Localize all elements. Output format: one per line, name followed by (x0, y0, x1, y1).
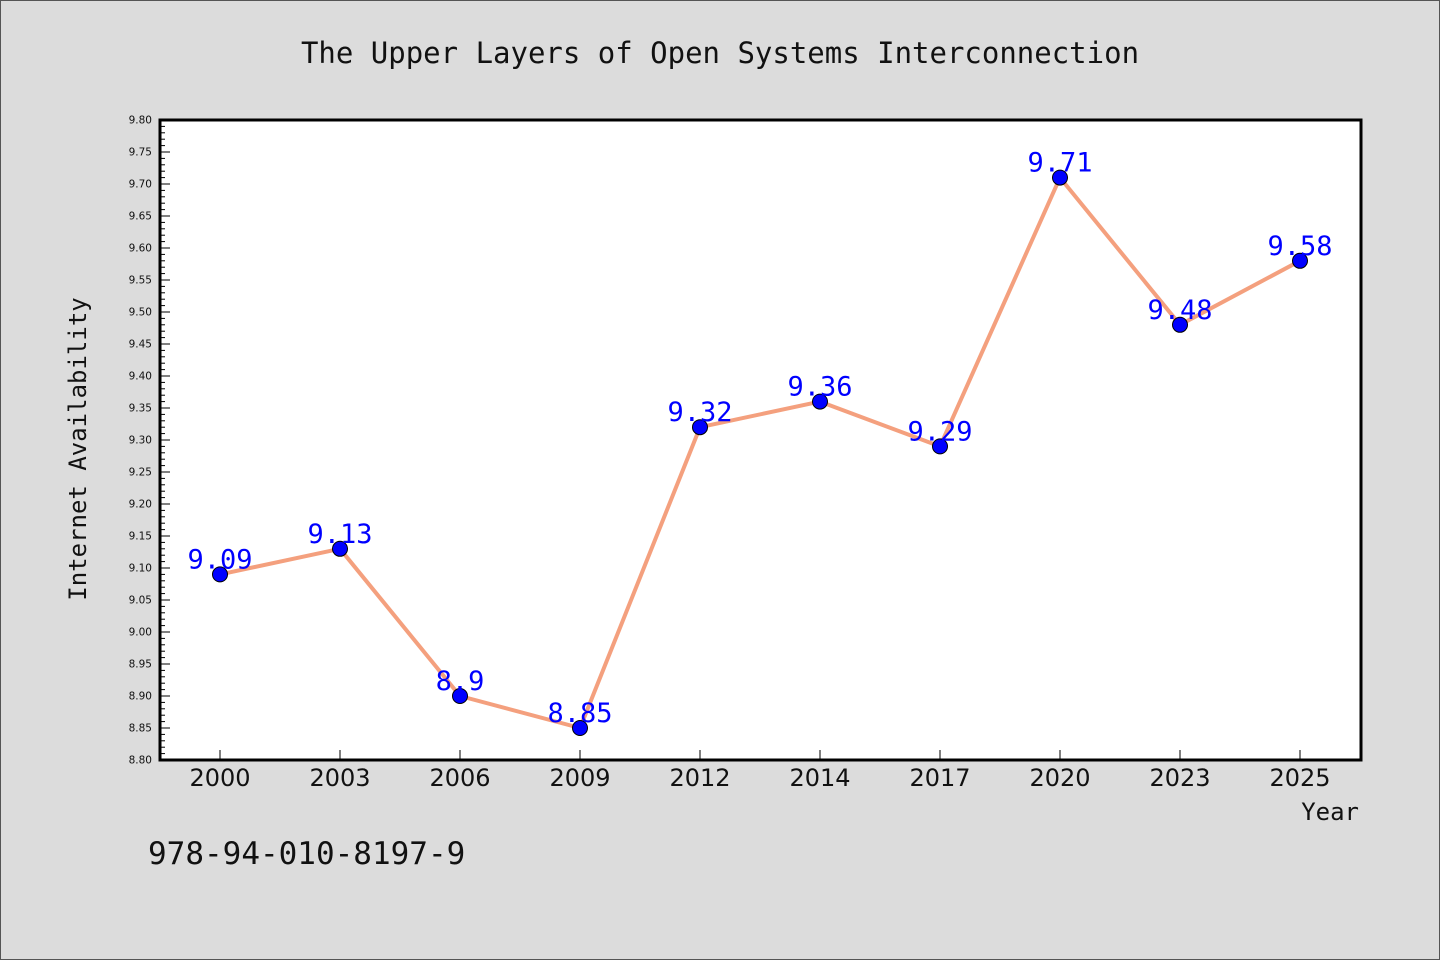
x-tick-label: 2003 (309, 764, 370, 792)
data-label: 9.29 (907, 416, 972, 447)
y-tick-label: 8.95 (129, 659, 152, 671)
data-label: 9.09 (187, 544, 252, 575)
data-point (932, 438, 948, 455)
y-tick-label: 9.50 (129, 307, 152, 319)
x-tick-label: 2014 (789, 764, 850, 792)
y-tick-label: 9.45 (129, 339, 152, 351)
data-label: 8.9 (436, 666, 485, 697)
data-point (1172, 316, 1188, 333)
data-label: 9.58 (1267, 231, 1332, 262)
x-axis: 2000 2003 2006 2009 2012 2014 2017 2020 2023 2025 (189, 750, 1331, 792)
y-tick-label: 9.55 (129, 275, 152, 287)
y-tick-label: 8.90 (129, 691, 152, 703)
isbn-annotation: 978-94-010-8197-9 (148, 836, 465, 872)
data-label: 9.71 (1027, 148, 1092, 179)
y-tick-label: 9.20 (129, 499, 152, 511)
series-line (218, 175, 1302, 730)
data-point (1052, 169, 1068, 186)
x-tick-label: 2009 (549, 764, 610, 792)
data-point (212, 566, 228, 583)
y-tick-label: 9.30 (129, 435, 152, 447)
y-axis: 8.80 8.85 8.90 8.95 9.00 9.05 9.10 9.15 9.20 9.25… (129, 115, 170, 767)
data-label: 9.32 (667, 397, 732, 428)
data-point (692, 419, 708, 436)
y-tick-label: 8.80 (129, 755, 152, 767)
data-label: 9.13 (307, 519, 372, 550)
y-tick-label: 9.80 (129, 115, 152, 127)
chart-title: The Upper Layers of Open Systems Interco… (301, 36, 1139, 70)
y-axis-label: Internet Availability (64, 297, 92, 600)
y-tick-label: 9.40 (129, 371, 152, 383)
data-label: 8.85 (547, 698, 612, 729)
x-tick-label: 2020 (1029, 764, 1090, 792)
y-tick-label: 9.65 (129, 211, 152, 223)
y-tick-label: 9.10 (129, 563, 152, 575)
y-tick-label: 9.00 (129, 627, 152, 639)
y-tick-label: 9.15 (129, 531, 152, 543)
data-point (812, 393, 828, 410)
series-layer: 9.09 9.13 8.9 8.85 9.32 9.36 9.29 9.71 9.48 9.58 (187, 148, 1333, 736)
data-label: 9.48 (1147, 295, 1212, 326)
y-tick-label: 9.25 (129, 467, 152, 479)
data-point (1292, 252, 1308, 269)
y-tick-label: 9.70 (129, 179, 152, 191)
x-tick-label: 2025 (1269, 764, 1330, 792)
y-tick-label: 8.85 (129, 723, 152, 735)
data-point (332, 540, 348, 557)
x-tick-label: 2006 (429, 764, 490, 792)
x-axis-label: Year (1301, 798, 1359, 826)
y-tick-label: 9.60 (129, 243, 152, 255)
plot-area (158, 118, 1363, 762)
data-point (572, 720, 588, 736)
data-label: 9.36 (787, 372, 852, 403)
y-tick-label: 9.05 (129, 595, 152, 607)
x-tick-label: 2023 (1149, 764, 1210, 792)
x-tick-label: 2000 (189, 764, 250, 792)
x-tick-label: 2012 (669, 764, 730, 792)
data-point (452, 688, 468, 704)
y-tick-label: 9.35 (129, 403, 152, 415)
y-tick-label: 9.75 (129, 147, 152, 159)
x-tick-label: 2017 (909, 764, 970, 792)
